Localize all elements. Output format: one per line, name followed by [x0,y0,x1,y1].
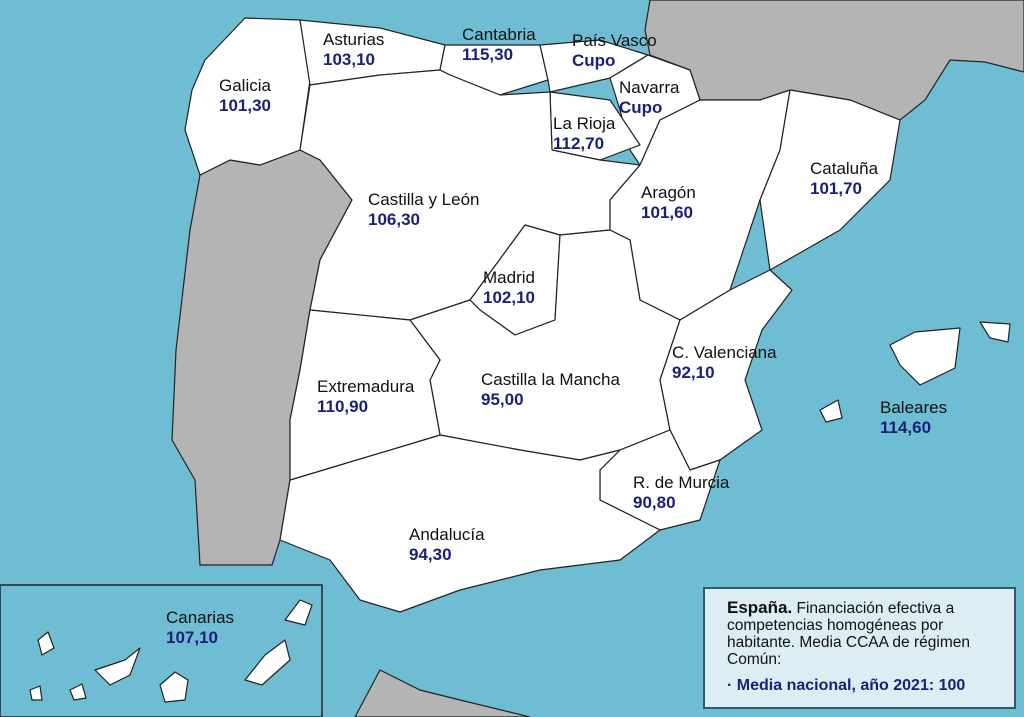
label-extremadura: Extremadura 110,90 [317,377,415,416]
region-galicia[interactable] [184,17,311,176]
label-navarra: Navarra Cupo [619,78,680,117]
label-pais-vasco: País Vasco Cupo [572,31,657,70]
legend-box: España. Financiación efectiva a competen… [703,587,1016,709]
label-madrid: Madrid 102,10 [483,268,535,307]
label-aragon: Aragón 101,60 [641,183,696,222]
region-extremadura[interactable] [289,309,441,481]
label-canarias: Canarias 107,10 [166,608,235,647]
label-murcia: R. de Murcia 90,80 [633,473,730,512]
label-cantabria: Cantabria 115,30 [462,25,536,64]
label-castilla-la-mancha: Castilla la Mancha 95,00 [481,370,620,409]
label-asturias: Asturias 103,10 [323,30,385,69]
label-cataluna: Cataluña 101,70 [810,159,879,198]
legend-description: España. Financiación efectiva a competen… [727,598,970,668]
canarias-inset [0,584,323,717]
label-baleares: Baleares 114,60 [880,398,948,437]
label-galicia: Galicia 101,30 [219,76,271,115]
island-mallorca[interactable] [889,327,961,386]
africa [354,669,531,717]
island-ibiza[interactable] [819,399,843,423]
label-andalucia: Andalucía 94,30 [409,525,485,564]
label-c-valenciana: C. Valenciana 92,10 [672,343,777,382]
region-cataluna[interactable] [759,89,901,271]
canary-islands[interactable] [29,599,313,703]
label-castilla-y-leon: Castilla y León 106,30 [368,190,480,229]
region-andalucia[interactable] [279,434,661,613]
region-c-valenciana[interactable] [659,269,793,471]
label-la-rioja: La Rioja 112,70 [553,114,616,153]
legend-mean: · Media nacional, año 2021: 100 [727,677,966,694]
island-menorca[interactable] [979,321,1011,343]
